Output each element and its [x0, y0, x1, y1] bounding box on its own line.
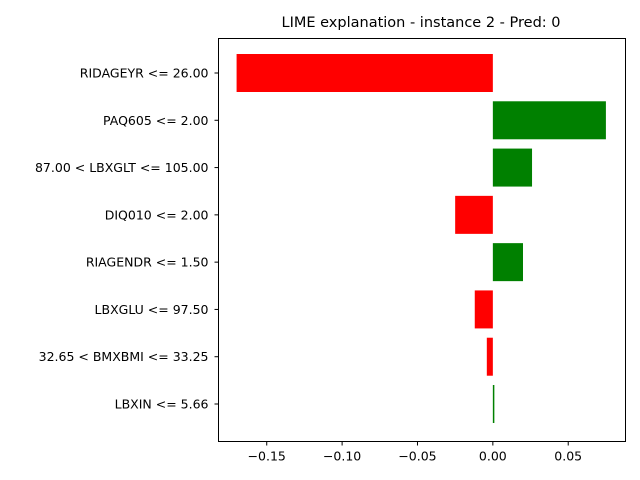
category-labels: RIDAGEYR <= 26.00 PAQ605 <= 2.00 87.00 < L… [35, 66, 219, 412]
bar-0 [236, 54, 493, 92]
category-label-0: RIDAGEYR <= 26.00 [80, 66, 209, 81]
category-label-6: 32.65 < BMXBMI <= 33.25 [39, 349, 209, 364]
bar-4 [492, 243, 523, 282]
chart-title: LIME explanation - instance 2 - Pred: 0 [282, 15, 561, 31]
x-tick-label-2: −0.05 [398, 449, 436, 464]
plot-frame [218, 38, 626, 442]
bar-1 [492, 101, 606, 140]
x-axis-ticks: −0.15 −0.10 −0.05 0.00 0.05 [248, 441, 582, 464]
bar-5 [474, 290, 493, 329]
category-label-4: RIAGENDR <= 1.50 [86, 255, 209, 270]
bar-7 [492, 385, 495, 423]
bar-2 [492, 148, 533, 187]
bar-3 [455, 195, 493, 234]
x-tick-label-4: 0.05 [554, 449, 582, 464]
category-label-5: LBXGLU <= 97.50 [95, 302, 209, 317]
bars-group [236, 54, 606, 423]
category-label-7: LBXIN <= 5.66 [115, 397, 209, 412]
bar-6 [486, 337, 493, 376]
x-tick-label-0: −0.15 [248, 449, 286, 464]
x-tick-label-3: 0.00 [479, 449, 507, 464]
category-label-2: 87.00 < LBXGLT <= 105.00 [35, 160, 209, 175]
x-tick-label-1: −0.10 [323, 449, 361, 464]
category-label-1: PAQ605 <= 2.00 [103, 113, 209, 128]
category-label-3: DIQ010 <= 2.00 [105, 207, 209, 222]
